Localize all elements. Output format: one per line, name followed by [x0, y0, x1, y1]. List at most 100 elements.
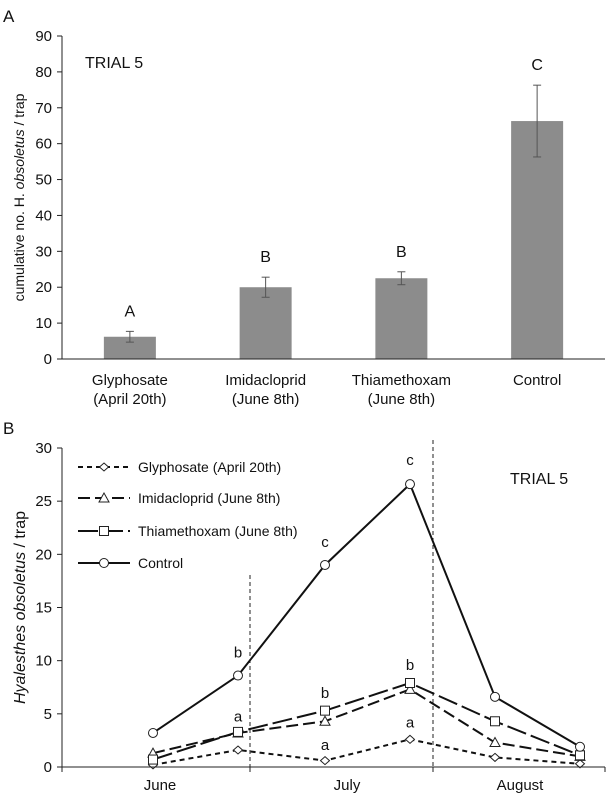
- panel-b-legend: Glyphosate (April 20th) Imidacloprid (Jun…: [78, 459, 298, 571]
- panel-b-series: [147, 479, 586, 770]
- panel-b-line-chart: B 0 5 10 15 20 25 30 b a c b a c b a June July August G…: [3, 419, 606, 794]
- panel-a-error-bar-0: [125, 330, 134, 343]
- panel-a-category-sub-1: (June 8th): [232, 391, 300, 408]
- panel-b-y-tick-label-4: 20: [35, 546, 52, 563]
- panel-b-point-triangle-4: [489, 736, 501, 748]
- panel-a-category-1: Imidacloprid: [225, 372, 306, 389]
- panel-a-letter-0: A: [125, 303, 136, 320]
- panel-b-letter-2: c: [321, 534, 329, 551]
- panel-b-letter-0: b: [234, 644, 242, 661]
- panel-a-category-sub-2: (June 8th): [368, 391, 436, 408]
- panel-b-y-tick-label-3: 15: [35, 600, 52, 617]
- panel-b-letter-1: a: [234, 708, 243, 725]
- panel-a-error-bars: [125, 84, 542, 343]
- panel-b-letter-7: a: [406, 715, 415, 732]
- panel-a-significance-letters: A B B C: [125, 57, 543, 320]
- panel-b-month-label-0: June: [144, 777, 177, 794]
- panel-a-error-bar-2: [397, 271, 406, 286]
- panel-b-line-triangle: [152, 688, 581, 758]
- panel-a-ylabel-suffix: / trap: [11, 93, 27, 129]
- panel-b-month-labels: June July August: [144, 777, 544, 794]
- panel-b-point-circle-2: [320, 559, 330, 570]
- panel-b-point-circle-4: [490, 691, 500, 702]
- panel-a-y-tick-label-4: 40: [35, 207, 52, 224]
- panel-b-y-tick-label-1: 5: [44, 706, 52, 723]
- panel-b-point-diamond-5: [574, 759, 586, 769]
- panel-b-point-circle-1: [233, 670, 243, 681]
- panel-b-point-square-1: [233, 726, 243, 737]
- panel-b-ylabel-italic: Hyalesthes obsoletus: [12, 552, 29, 704]
- panel-b-point-circle-0: [148, 727, 158, 738]
- panel-b-month-dividers: [61, 440, 606, 772]
- panel-b-letter-4: a: [321, 737, 330, 754]
- panel-a-y-tick-label-3: 30: [35, 243, 52, 260]
- panel-b-label: B: [3, 419, 14, 438]
- panel-b-legend-label-0: Glyphosate (April 20th): [138, 459, 281, 475]
- panel-a-y-tick-label-8: 80: [35, 64, 52, 81]
- panel-b-significance-letters: b a c b a c b a: [234, 452, 415, 754]
- panel-a-category-0: Glyphosate: [92, 372, 168, 389]
- panel-b-series-circle: [148, 479, 585, 752]
- panel-b-month-label-2: August: [497, 777, 545, 794]
- panel-b-point-circle-3: [405, 479, 415, 490]
- panel-b-point-diamond-1: [232, 745, 244, 755]
- panel-a-y-tick-label-9: 90: [35, 28, 52, 45]
- panel-a-ylabel-italic: obsoletus: [11, 129, 27, 189]
- panel-b-point-square-2: [320, 705, 330, 716]
- panel-b-series-diamond: [147, 734, 586, 770]
- panel-b-point-diamond-2: [319, 755, 331, 766]
- panel-a-x-categories: Glyphosate (April 20th) Imidacloprid (June …: [92, 372, 561, 408]
- panel-a-y-tick-label-2: 20: [35, 279, 52, 296]
- panel-a-bar-3: [511, 121, 564, 359]
- panel-a-trial-annotation: TRIAL 5: [85, 55, 143, 72]
- panel-b-letter-5: c: [406, 452, 414, 469]
- panel-b-legend-label-2: Thiamethoxam (June 8th): [138, 523, 298, 539]
- panel-a-category-sub-0: (April 20th): [93, 391, 166, 408]
- panel-b-letter-3: b: [321, 685, 329, 702]
- panel-b-point-square-5: [575, 750, 585, 761]
- panel-b-line-square: [152, 681, 581, 761]
- panel-b-legend-marker-2: [99, 526, 109, 536]
- panel-a-bars: [103, 121, 564, 359]
- panel-b-point-square-3: [405, 677, 415, 688]
- panel-b-series-triangle: [147, 683, 586, 761]
- panel-b-month-label-1: July: [334, 777, 361, 794]
- panel-a-error-bar-1: [261, 276, 270, 298]
- panel-b-line-circle: [152, 482, 581, 748]
- panel-b-y-tick-label-5: 25: [35, 493, 52, 510]
- panel-a-bar-1: [239, 287, 292, 359]
- panel-a-error-bar-3: [533, 84, 542, 158]
- panel-a-letter-3: C: [531, 57, 543, 74]
- panel-b-y-tick-label-0: 0: [44, 759, 52, 776]
- panel-b-y-tick-label-6: 30: [35, 440, 52, 457]
- panel-b-letter-6: b: [406, 657, 414, 674]
- panel-b-legend-marker-0: [98, 462, 110, 472]
- panel-b-point-diamond-3: [404, 734, 416, 745]
- panel-b-legend-marker-3: [99, 558, 109, 568]
- panel-a-label: A: [3, 7, 15, 26]
- panel-b-y-ticks: 0 5 10 15 20 25 30: [35, 440, 62, 776]
- panel-b-legend-label-3: Control: [138, 555, 183, 571]
- panel-a-y-tick-label-7: 70: [35, 100, 52, 117]
- panel-a-letter-1: B: [260, 249, 271, 266]
- panel-b-legend-marker-1: [98, 491, 110, 503]
- panel-b-ylabel-suffix: / trap: [12, 511, 29, 552]
- panel-a-category-3: Control: [513, 372, 561, 389]
- panel-a-y-ticks: 0 10 20 30 40 50 60 70 80 90: [35, 28, 62, 368]
- panel-a-y-axis-label: cumulative no. H. obsoletus / trap: [11, 93, 27, 301]
- panel-a-bar-chart: A 0 10 20 30 40 50 60 70 80 90 A B B C Glyphosate (Ap…: [3, 7, 605, 408]
- panel-b-y-tick-label-2: 10: [35, 653, 52, 670]
- panel-b-point-square-4: [490, 716, 500, 727]
- panel-a-letter-2: B: [396, 244, 407, 261]
- panel-b-y-axis-label: Hyalesthes obsoletus / trap: [12, 511, 29, 704]
- panel-a-y-tick-label-0: 0: [44, 351, 52, 368]
- panel-a-y-tick-label-5: 50: [35, 172, 52, 189]
- panel-b-legend-label-1: Imidacloprid (June 8th): [138, 490, 280, 506]
- panel-b-series-square: [148, 677, 585, 765]
- panel-b-point-triangle-2: [319, 715, 331, 726]
- panel-a-category-2: Thiamethoxam: [352, 372, 451, 389]
- panel-a-ylabel-prefix: cumulative no. H.: [11, 189, 27, 301]
- panel-a-bar-0: [103, 336, 156, 359]
- panel-b-trial-annotation: TRIAL 5: [510, 471, 568, 488]
